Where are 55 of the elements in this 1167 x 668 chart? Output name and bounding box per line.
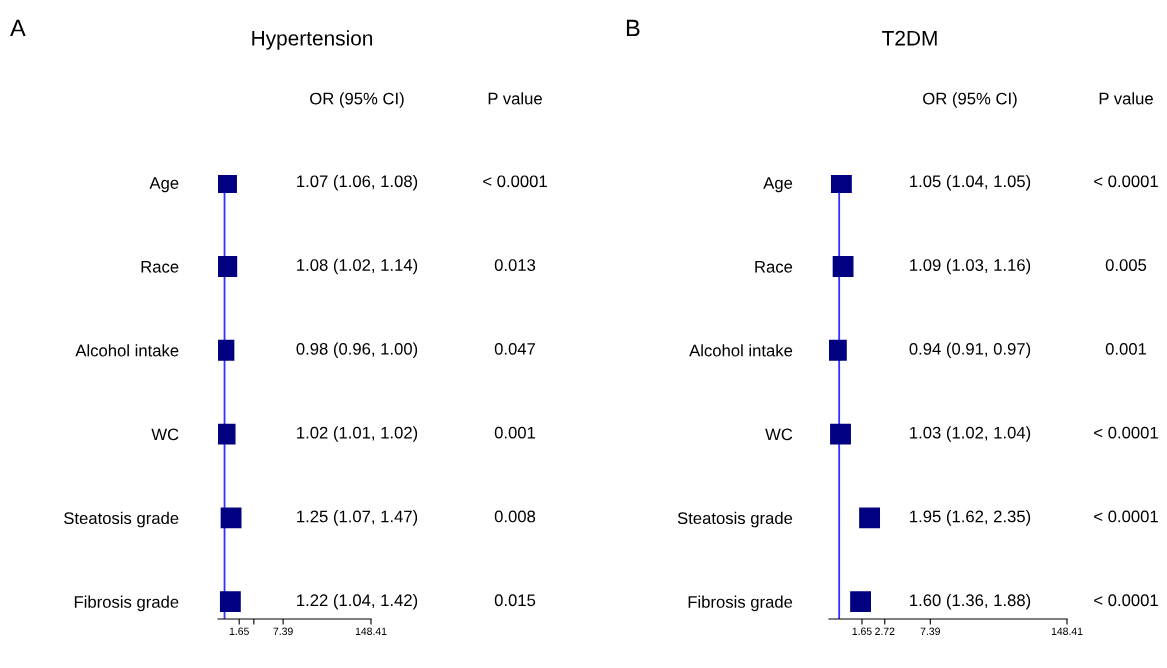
annotation: 1.60 (1.36, 1.88) <box>910 593 1031 610</box>
text: 0.047 <box>494 342 536 355</box>
text: P value <box>1099 92 1153 105</box>
text: 0.001 <box>1105 342 1147 355</box>
annotation: 1.07 (1.06, 1.08) <box>297 174 418 191</box>
y-tick-label: Steatosis grade <box>677 511 793 528</box>
x-tick-label: 1.65 <box>852 627 872 635</box>
text: 0.005 <box>1105 259 1147 271</box>
annotation: 1.25 (1.07, 1.47) <box>297 510 418 526</box>
x-tick-label: 7.39 <box>920 627 940 635</box>
y-tick-label: Race <box>755 261 793 273</box>
annotation: 1.03 (1.02, 1.04) <box>910 426 1031 442</box>
chart-title: Hypertension <box>252 30 373 50</box>
x-tick-label: 2.72 <box>875 627 895 635</box>
annotation: 0.98 (0.96, 1.00) <box>296 342 418 359</box>
y-tick-label: Age <box>763 177 793 193</box>
y-tick-label: Fibrosis grade <box>688 595 793 612</box>
point <box>829 339 847 361</box>
y-tick-label: Alcohol intake <box>75 344 179 357</box>
annotation: 1.08 (1.02, 1.14) <box>297 258 418 275</box>
text: B <box>626 19 640 37</box>
point <box>830 423 851 445</box>
point <box>832 256 854 277</box>
text: 0.015 <box>494 594 536 607</box>
text: 0.001 <box>494 426 536 439</box>
point <box>859 507 881 529</box>
text: 0.013 <box>494 259 536 271</box>
text: OR (95% CI) <box>310 92 404 108</box>
y-tick-label: Alcohol intake <box>689 344 793 357</box>
x-tick-label: 148.41 <box>1051 627 1083 635</box>
text: P value <box>488 92 542 105</box>
annotation: 1.22 (1.04, 1.42) <box>297 593 418 610</box>
annotation: 1.05 (1.04, 1.05) <box>910 174 1031 191</box>
y-tick-label: Fibrosis grade <box>74 595 179 612</box>
y-tick-label: WC <box>151 428 179 441</box>
text: < 0.0001 <box>1094 510 1158 523</box>
annotation: 1.95 (1.62, 2.35) <box>910 510 1031 526</box>
y-tick-label: Race <box>141 261 179 273</box>
text: A <box>10 19 26 37</box>
y-tick-label: Steatosis grade <box>64 511 179 528</box>
annotation: 0.94 (0.91, 0.97) <box>909 342 1031 359</box>
annotation: 1.02 (1.01, 1.02) <box>297 426 418 442</box>
annotation: 1.09 (1.03, 1.16) <box>910 258 1031 275</box>
text: OR (95% CI) <box>923 92 1017 108</box>
x-tick-label: 7.39 <box>273 627 293 635</box>
text: < 0.0001 <box>483 175 547 188</box>
x-tick-label: 1.65 <box>229 627 249 635</box>
y-tick-label: WC <box>765 428 793 441</box>
text: < 0.0001 <box>1094 594 1158 607</box>
chart-title: T2DM <box>882 30 937 46</box>
y-tick-label: Age <box>149 177 179 193</box>
x-tick-label: 148.41 <box>355 627 387 635</box>
text: 0.008 <box>494 510 536 523</box>
text: < 0.0001 <box>1094 426 1158 439</box>
text: < 0.0001 <box>1094 175 1158 188</box>
